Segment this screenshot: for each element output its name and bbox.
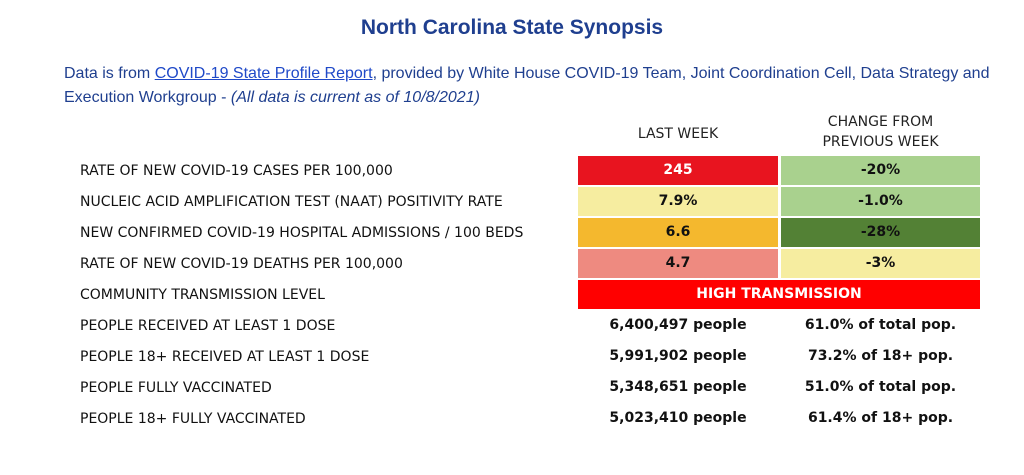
people-count: 5,991,902 people [609,348,747,364]
row-label: PEOPLE 18+ FULLY VACCINATED [80,411,306,427]
table-row: PEOPLE 18+ RECEIVED AT LEAST 1 DOSE 5,99… [80,342,984,372]
col-header-change: CHANGE FROM PREVIOUS WEEK [781,112,980,152]
table-row: NUCLEIC ACID AMPLIFICATION TEST (NAAT) P… [80,187,984,217]
last-week-cell: 4.7 [578,249,778,278]
change-cell: -1.0% [781,187,980,216]
change-cell: -3% [781,249,980,278]
last-week-cell: 245 [578,156,778,185]
population-percent: 61.4% of 18+ pop. [807,410,954,426]
row-label: PEOPLE RECEIVED AT LEAST 1 DOSE [80,318,336,334]
intro-prefix: Data is from [64,65,155,82]
table-row: NEW CONFIRMED COVID-19 HOSPITAL ADMISSIO… [80,218,984,248]
population-percent: 51.0% of total pop. [804,379,957,395]
table-row: PEOPLE 18+ FULLY VACCINATED 5,023,410 pe… [80,404,984,434]
row-label: PEOPLE FULLY VACCINATED [80,380,272,396]
population-percent: 73.2% of 18+ pop. [807,348,954,364]
table-row: COMMUNITY TRANSMISSION LEVEL HIGH TRANSM… [80,280,984,310]
row-label: PEOPLE 18+ RECEIVED AT LEAST 1 DOSE [80,349,370,365]
last-week-cell: 7.9% [578,187,778,216]
col-header-change-line2: PREVIOUS WEEK [822,134,939,150]
population-percent: 61.0% of total pop. [804,317,957,333]
data-date-note: (All data is current as of 10/8/2021) [230,89,480,106]
row-label: NUCLEIC ACID AMPLIFICATION TEST (NAAT) P… [80,194,503,210]
row-label: RATE OF NEW COVID-19 DEATHS PER 100,000 [80,256,403,272]
people-count: 5,348,651 people [609,379,747,395]
change-cell: -20% [781,156,980,185]
row-label: RATE OF NEW COVID-19 CASES PER 100,000 [80,163,393,179]
people-count: 5,023,410 people [609,410,747,426]
change-cell: -28% [781,218,980,247]
page-title: North Carolina State Synopsis [360,16,664,39]
col-header-last-week: LAST WEEK [637,126,719,142]
col-header-change-line1: CHANGE FROM [827,114,934,130]
people-count: 6,400,497 people [609,317,747,333]
row-label: NEW CONFIRMED COVID-19 HOSPITAL ADMISSIO… [80,225,524,241]
transmission-level-badge: HIGH TRANSMISSION [578,280,980,309]
last-week-cell: 6.6 [578,218,778,247]
row-label: COMMUNITY TRANSMISSION LEVEL [80,287,325,303]
intro-middle: , provided by White House COVID-19 Team,… [64,65,990,106]
table-row: RATE OF NEW COVID-19 DEATHS PER 100,000 … [80,249,984,279]
table-row: RATE OF NEW COVID-19 CASES PER 100,000 2… [80,156,984,186]
report-link[interactable]: COVID-19 State Profile Report [154,65,373,82]
table-row: PEOPLE RECEIVED AT LEAST 1 DOSE 6,400,49… [80,311,984,341]
intro-text: Data is from COVID-19 State Profile Repo… [64,62,1004,110]
table-row: PEOPLE FULLY VACCINATED 5,348,651 people… [80,373,984,403]
